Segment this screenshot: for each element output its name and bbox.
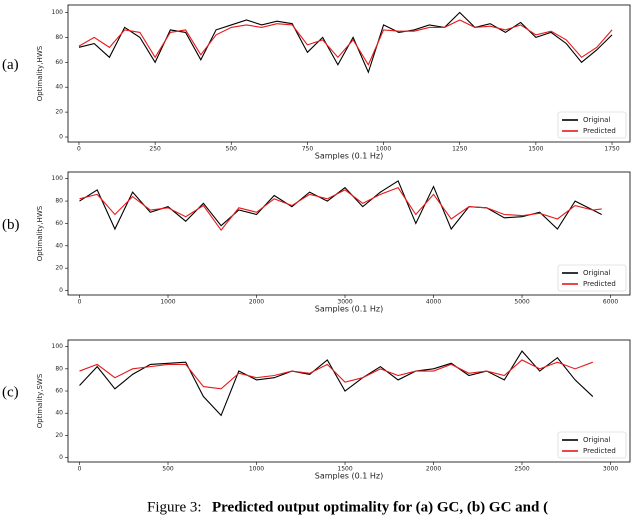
y-tick-label: 100 — [52, 343, 64, 350]
y-tick-label: 60 — [55, 220, 63, 227]
x-tick-label: 1000 — [376, 146, 391, 153]
legend-label: Original — [583, 436, 610, 444]
y-tick-label: 0 — [59, 454, 63, 461]
y-tick-label: 20 — [55, 109, 63, 116]
x-tick-label: 500 — [162, 466, 174, 473]
y-axis-label: Optimality,SWS — [36, 373, 44, 428]
plot-frame — [67, 339, 631, 463]
x-tick-label: 1750 — [604, 146, 619, 153]
y-tick-label: 40 — [55, 242, 63, 249]
y-axis-label: Optimality,HWS — [36, 45, 44, 101]
x-tick-label: 250 — [149, 146, 161, 153]
y-tick-label: 40 — [55, 84, 63, 91]
x-tick-label: 1250 — [452, 146, 467, 153]
legend-label: Predicted — [583, 447, 616, 455]
series-line — [78, 11, 613, 74]
series-line — [79, 359, 594, 390]
x-tick-label: 750 — [302, 146, 314, 153]
x-tick-label: 5000 — [514, 299, 529, 306]
series-line — [79, 186, 602, 232]
x-tick-label: 1000 — [160, 299, 175, 306]
caption-text: Predicted output optimality for (a) GC, … — [212, 499, 548, 515]
series-line — [79, 180, 602, 231]
y-tick-label: 0 — [59, 287, 63, 294]
legend-label: Original — [583, 269, 610, 277]
series-line — [79, 350, 594, 417]
x-tick-label: 2500 — [514, 466, 529, 473]
y-tick-label: 100 — [52, 175, 64, 182]
x-tick-label: 2000 — [426, 466, 441, 473]
panel-label: (b) — [2, 217, 20, 233]
plot-frame — [67, 171, 631, 296]
y-tick-label: 40 — [55, 410, 63, 417]
x-tick-label: 1500 — [337, 466, 352, 473]
x-tick-label: 0 — [78, 299, 82, 306]
x-tick-label: 6000 — [603, 299, 618, 306]
y-tick-label: 60 — [55, 388, 63, 395]
x-tick-label: 0 — [77, 146, 81, 153]
x-tick-label: 4000 — [426, 299, 441, 306]
legend-label: Predicted — [583, 280, 616, 288]
x-tick-label: 2000 — [249, 299, 264, 306]
y-tick-label: 20 — [55, 432, 63, 439]
x-axis-label: Samples (0.1 Hz) — [315, 472, 383, 481]
x-tick-label: 1000 — [249, 466, 264, 473]
panel-label: (c) — [2, 384, 19, 400]
x-axis-label: Samples (0.1 Hz) — [315, 305, 383, 314]
x-tick-label: 3000 — [337, 299, 352, 306]
y-tick-label: 80 — [55, 198, 63, 205]
y-axis-label: Optimality,HWS — [36, 205, 44, 261]
plot-frame — [67, 4, 631, 143]
legend-label: Original — [583, 116, 610, 124]
y-tick-label: 20 — [55, 265, 63, 272]
caption-label: Figure 3: — [147, 499, 202, 515]
panel-label: (a) — [2, 57, 19, 73]
x-tick-label: 500 — [226, 146, 238, 153]
x-axis-label: Samples (0.1 Hz) — [315, 152, 383, 161]
x-tick-label: 3000 — [603, 466, 618, 473]
y-tick-label: 0 — [59, 134, 63, 141]
x-tick-label: 0 — [78, 466, 82, 473]
x-tick-label: 1500 — [528, 146, 543, 153]
y-tick-label: 80 — [55, 365, 63, 372]
y-tick-label: 60 — [55, 59, 63, 66]
legend-label: Predicted — [583, 127, 616, 135]
series-line — [78, 19, 613, 66]
y-tick-label: 100 — [52, 9, 64, 16]
y-tick-label: 80 — [55, 34, 63, 41]
